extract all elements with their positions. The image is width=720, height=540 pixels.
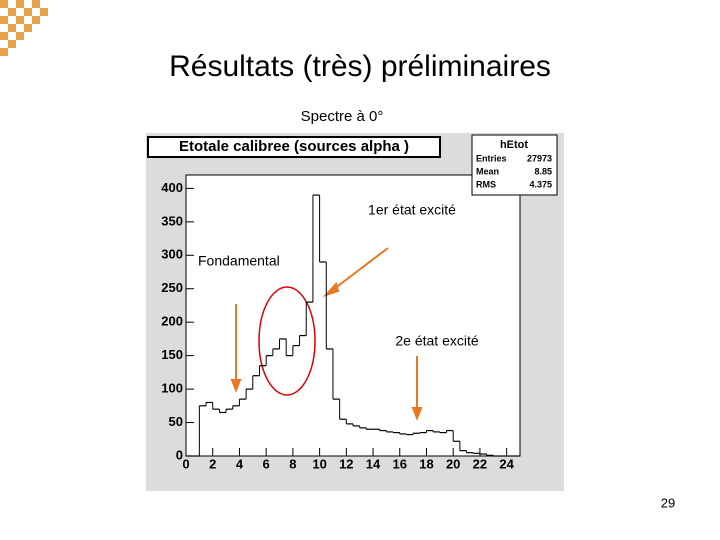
x-tick-label: 22	[473, 456, 487, 471]
stats-label: Mean	[476, 166, 499, 176]
x-tick-label: 14	[366, 456, 381, 471]
x-tick-label: 0	[182, 456, 189, 471]
y-tick-label: 50	[169, 414, 183, 429]
stats-name: hEtot	[500, 139, 528, 151]
stats-label: RMS	[476, 179, 496, 189]
decor	[0, 0, 48, 56]
y-tick-label: 100	[161, 381, 183, 396]
x-tick-label: 4	[236, 456, 244, 471]
x-tick-label: 18	[419, 456, 433, 471]
annotation-shapes	[230, 247, 423, 421]
x-tick-label: 24	[499, 456, 514, 471]
y-tick-label: 200	[161, 314, 183, 329]
title-box	[147, 136, 441, 158]
page-number: 29	[661, 495, 675, 510]
slide-subtitle: Spectre à 0°	[301, 108, 384, 125]
plot-frame	[185, 174, 521, 457]
stats-value: 8.85	[534, 166, 552, 176]
x-tick-label: 12	[339, 456, 353, 471]
y-tick-label: 250	[161, 280, 183, 295]
x-tick-label: 6	[263, 456, 270, 471]
y-tick-label: 300	[161, 247, 183, 262]
x-tick-label: 10	[312, 456, 326, 471]
y-tick-label: 150	[161, 347, 183, 362]
stats-value: 27973	[527, 153, 552, 163]
slide-title: Résultats (très) préliminaires	[169, 50, 551, 83]
stats-label: Entries	[476, 153, 507, 163]
highlight-ellipse	[258, 286, 316, 396]
x-tick-label: 8	[289, 456, 296, 471]
x-tick-label: 20	[446, 456, 460, 471]
y-tick-label: 350	[161, 213, 183, 228]
stats-box	[471, 134, 558, 196]
x-tick-label: 2	[209, 456, 216, 471]
stats-value: 4.375	[529, 179, 552, 189]
annotation: 2e état excité	[395, 333, 478, 349]
y-tick-label: 400	[161, 180, 183, 195]
x-tick-label: 16	[393, 456, 407, 471]
annotation-bg	[196, 252, 290, 272]
y-tick-label: 0	[176, 447, 183, 462]
annotation: 1er état excité	[368, 202, 456, 218]
annotation: Fondamental	[198, 253, 280, 269]
chart-title: Etotale calibree (sources alpha )	[179, 138, 409, 155]
